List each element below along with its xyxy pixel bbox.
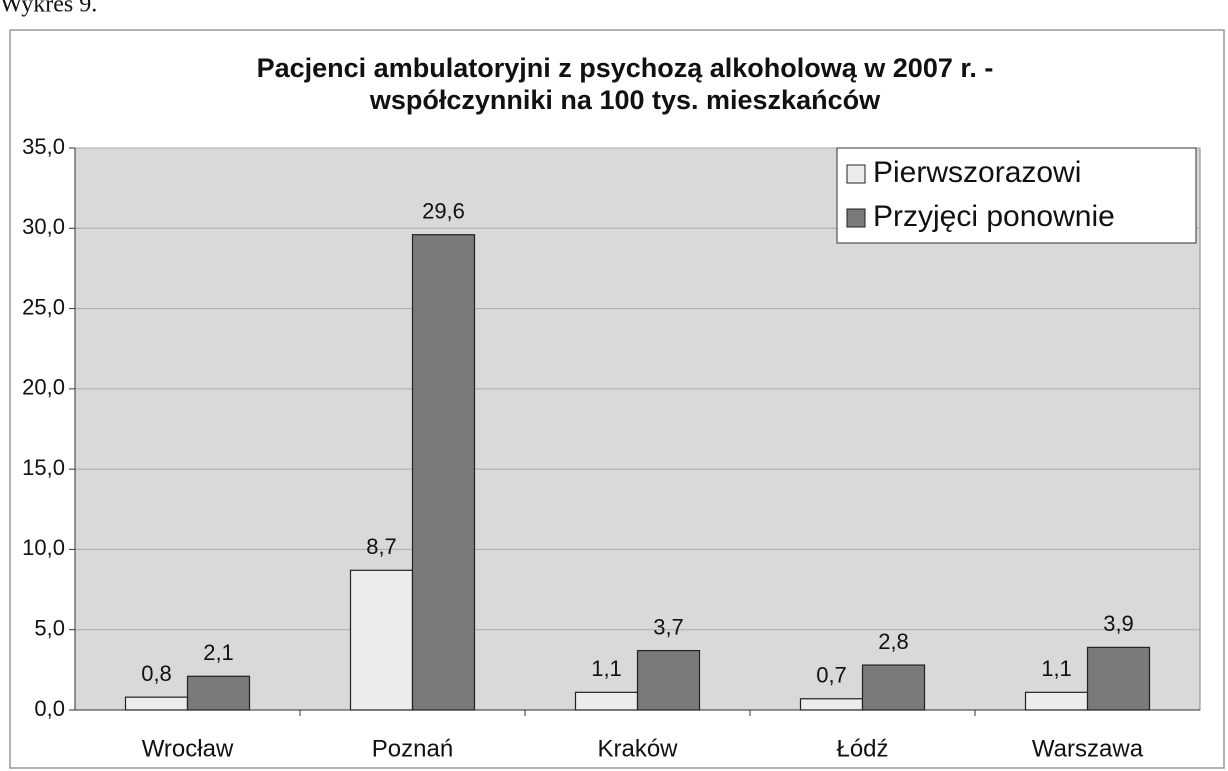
value-label: 0,7 <box>816 663 847 688</box>
value-label: 1,1 <box>1041 656 1072 681</box>
caption: Wykres 9. <box>0 0 97 18</box>
bar <box>349 569 414 711</box>
bar <box>124 696 189 711</box>
y-tick-label: 20,0 <box>22 375 65 400</box>
y-tick-label: 15,0 <box>22 455 65 480</box>
x-tick-label: Łódź <box>836 735 888 762</box>
y-tick-label: 10,0 <box>22 535 65 560</box>
legend <box>836 147 1197 244</box>
y-tick-label: 35,0 <box>22 134 65 159</box>
chart-title: współczynniki na 100 tys. mieszkańców <box>369 85 881 115</box>
x-tick-label: Kraków <box>597 735 678 762</box>
y-tick-label: 25,0 <box>22 294 65 319</box>
chart-title: Pacjenci ambulatoryjni z psychozą alkoho… <box>257 53 994 83</box>
value-label: 1,1 <box>591 656 622 681</box>
x-tick-label: Wrocław <box>142 735 234 762</box>
bar <box>1086 646 1151 711</box>
value-label: 0,8 <box>141 661 172 686</box>
value-label: 3,7 <box>653 614 684 639</box>
value-label: 8,7 <box>366 534 397 559</box>
bar <box>799 698 864 711</box>
legend-swatch <box>846 208 866 228</box>
bar <box>411 234 476 711</box>
legend-label: Pierwszorazowi <box>873 156 1081 189</box>
value-label: 2,8 <box>878 629 909 654</box>
value-label: 2,1 <box>203 640 234 665</box>
legend-swatch <box>846 164 866 184</box>
y-tick-label: 5,0 <box>34 616 65 641</box>
y-tick-label: 0,0 <box>34 696 65 721</box>
x-tick-label: Poznań <box>372 735 453 762</box>
value-label: 29,6 <box>422 199 465 224</box>
legend-label: Przyjęci ponownie <box>873 200 1115 233</box>
bar <box>574 691 639 711</box>
bar <box>636 649 701 711</box>
x-tick-label: Warszawa <box>1032 735 1144 762</box>
bar <box>1024 691 1089 711</box>
bar <box>186 675 251 711</box>
value-label: 3,9 <box>1103 611 1134 636</box>
y-tick-label: 30,0 <box>22 214 65 239</box>
bar <box>861 664 926 711</box>
